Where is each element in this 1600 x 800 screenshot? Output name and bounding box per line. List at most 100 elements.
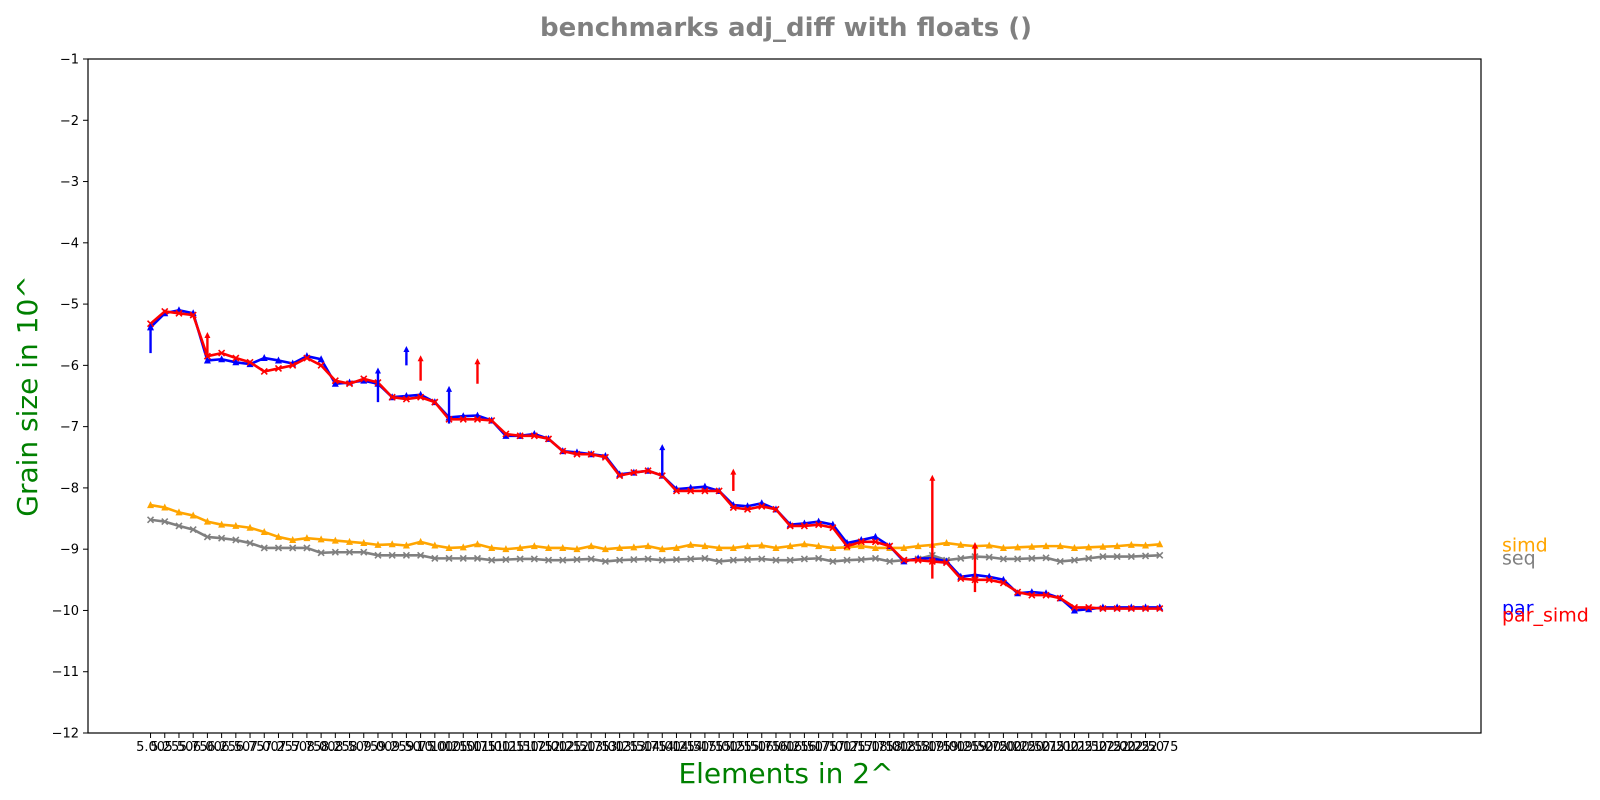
- data-point: [573, 545, 581, 553]
- y-tick-label: −10: [52, 604, 79, 619]
- data-point: [203, 533, 211, 541]
- data-point: [1127, 552, 1135, 561]
- spike-marker: [730, 468, 737, 475]
- data-point: [772, 556, 780, 564]
- spike-marker: [417, 355, 424, 362]
- x-tick-label: 6.50: [221, 740, 250, 755]
- x-tick-label: 13.25: [601, 740, 638, 755]
- data-point: [701, 542, 709, 550]
- data-point: [1113, 542, 1121, 550]
- data-point: [274, 364, 283, 372]
- data-point: [957, 575, 965, 583]
- data-point: [829, 543, 837, 551]
- x-tick-label: 5.25: [150, 740, 179, 755]
- data-point: [871, 532, 879, 540]
- series-simd: [147, 501, 1164, 553]
- x-tick-label: 20.75: [1027, 740, 1064, 755]
- data-point: [843, 556, 851, 564]
- data-point: [658, 556, 666, 564]
- data-point: [459, 543, 467, 551]
- x-tick-label: 14.50: [672, 740, 709, 755]
- data-point: [346, 537, 354, 545]
- data-point: [701, 482, 709, 490]
- data-point: [345, 548, 354, 556]
- data-point: [502, 556, 510, 564]
- x-tick-label: 20.00: [985, 740, 1022, 755]
- x-tick-label: 10.00: [416, 740, 453, 755]
- data-point: [758, 502, 766, 510]
- data-point: [289, 361, 297, 369]
- x-tick-label: 9.00: [363, 740, 392, 755]
- data-point: [274, 356, 282, 364]
- data-point: [1070, 603, 1079, 611]
- data-point: [473, 554, 482, 562]
- data-point: [800, 555, 808, 563]
- data-point: [829, 557, 837, 566]
- x-tick-label: 5.00: [136, 740, 165, 755]
- data-point: [545, 543, 553, 551]
- series-line: [150, 518, 1160, 563]
- data-point: [1028, 591, 1036, 599]
- x-tick-label: 19.50: [956, 740, 993, 755]
- data-point: [943, 539, 951, 547]
- data-point: [1156, 551, 1164, 559]
- data-point: [175, 309, 183, 317]
- x-tick-label: 19.00: [928, 740, 965, 755]
- data-point: [502, 431, 510, 439]
- data-point: [644, 542, 652, 550]
- x-tick-label: 14.75: [686, 740, 723, 755]
- x-tick-label: 8.25: [321, 740, 350, 755]
- x-tick-label: 20.50: [1013, 740, 1050, 755]
- chart-title: benchmarks adj_diff with floats (): [540, 13, 1032, 43]
- data-point: [1028, 542, 1036, 550]
- y-axis-ticks: −12 −11 −10 −9 −8 −7 −6 −5 −4 −3 −2 −1: [52, 53, 88, 742]
- data-point: [1099, 552, 1107, 561]
- data-point: [360, 375, 368, 383]
- data-point: [672, 556, 681, 564]
- data-point: [388, 393, 396, 401]
- x-axis-ticks: 5.005.255.505.756.006.256.506.757.007.25…: [136, 733, 1178, 755]
- data-point: [374, 551, 382, 559]
- y-tick-label: −2: [60, 114, 79, 129]
- data-point: [914, 556, 922, 564]
- data-point: [942, 559, 951, 567]
- x-tick-label: 17.50: [843, 740, 880, 755]
- x-tick-label: 16.75: [800, 740, 837, 755]
- x-tick-label: 15.25: [715, 740, 752, 755]
- x-tick-label: 13.50: [615, 740, 652, 755]
- data-point: [303, 354, 311, 362]
- data-point: [488, 416, 496, 425]
- data-point: [544, 556, 553, 564]
- data-point: [601, 453, 609, 461]
- y-tick-label: −11: [52, 665, 79, 680]
- x-tick-label: 7.75: [292, 740, 321, 755]
- series-par-simd: [146, 307, 1164, 613]
- data-point: [1085, 554, 1093, 562]
- data-point: [999, 555, 1007, 563]
- spike-marker: [474, 358, 481, 365]
- data-point: [445, 543, 453, 551]
- data-point: [218, 534, 226, 542]
- data-point: [616, 543, 624, 551]
- x-tick-label: 18.50: [900, 740, 937, 755]
- x-tick-label: 7.25: [264, 740, 293, 755]
- data-point: [161, 503, 169, 511]
- data-point: [985, 553, 993, 561]
- data-point: [715, 487, 723, 495]
- data-point: [630, 469, 638, 477]
- data-point: [687, 555, 695, 563]
- data-point: [161, 307, 169, 316]
- data-point: [729, 543, 737, 551]
- data-point: [701, 487, 709, 495]
- data-point: [1099, 605, 1107, 613]
- x-tick-label: 20.25: [999, 740, 1036, 755]
- plot-area: [146, 306, 1164, 614]
- data-point: [573, 450, 581, 458]
- data-point: [488, 543, 496, 551]
- data-point: [871, 538, 880, 546]
- data-point: [317, 535, 325, 543]
- data-point: [189, 511, 197, 519]
- data-point: [459, 554, 467, 562]
